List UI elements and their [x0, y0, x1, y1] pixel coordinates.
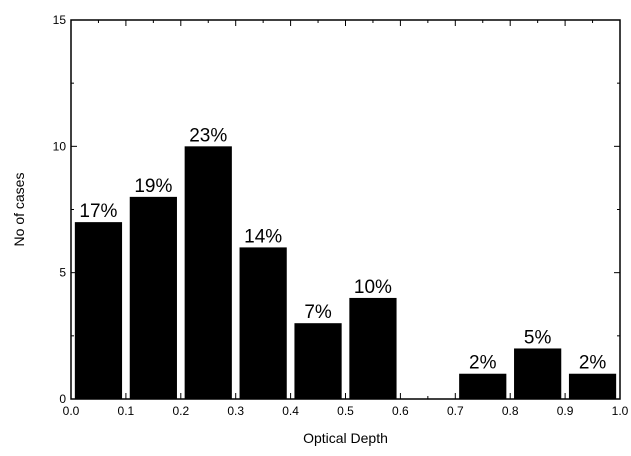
x-tick-label: 0.1 — [118, 404, 135, 418]
y-tick-label: 15 — [53, 13, 67, 27]
x-tick-label: 0.3 — [227, 404, 244, 418]
ticks-layer: 0.0 0.1 0.2 0.3 0.4 0.5 0.6 0.7 0.8 0.9 1.0 0 5 10 15 — [53, 13, 629, 418]
x-tick-label: 1.0 — [612, 404, 629, 418]
bar — [459, 373, 507, 399]
bar-percent-label: 2% — [469, 353, 497, 374]
bar-percent-label: 10% — [354, 277, 392, 298]
bar — [129, 196, 177, 399]
bar — [239, 247, 287, 399]
bar — [568, 373, 617, 399]
bar-percent-label: 2% — [579, 353, 607, 374]
x-tick-label: 0.2 — [172, 404, 189, 418]
bars-layer — [74, 146, 617, 399]
bar-percent-label: 19% — [134, 176, 172, 197]
bar — [74, 222, 123, 399]
x-tick-label: 0.8 — [502, 404, 519, 418]
bar-percent-label: 7% — [304, 302, 332, 323]
bar-labels-layer: 17% 19% 23% 14% 7% 10% 2% 5% 2% — [79, 125, 606, 373]
x-tick-label: 0.5 — [337, 404, 354, 418]
y-tick-label: 10 — [53, 139, 67, 153]
y-tick-label: 5 — [59, 266, 66, 280]
x-tick-label: 0.6 — [392, 404, 409, 418]
bar — [294, 323, 342, 399]
x-tick-label: 0.7 — [447, 404, 464, 418]
y-tick-label: 0 — [59, 392, 66, 406]
bar-percent-label: 5% — [524, 327, 552, 348]
bar-percent-label: 14% — [244, 226, 282, 247]
bar — [184, 146, 232, 399]
x-tick-label: 0.9 — [557, 404, 574, 418]
x-tick-label: 0.0 — [63, 404, 80, 418]
bar — [349, 297, 397, 399]
bar — [514, 348, 562, 399]
x-tick-label: 0.4 — [282, 404, 299, 418]
bar-percent-label: 23% — [189, 125, 227, 146]
x-axis-title: Optical Depth — [303, 430, 388, 446]
y-axis-title: No of cases — [11, 173, 27, 247]
bar-percent-label: 17% — [79, 201, 117, 222]
